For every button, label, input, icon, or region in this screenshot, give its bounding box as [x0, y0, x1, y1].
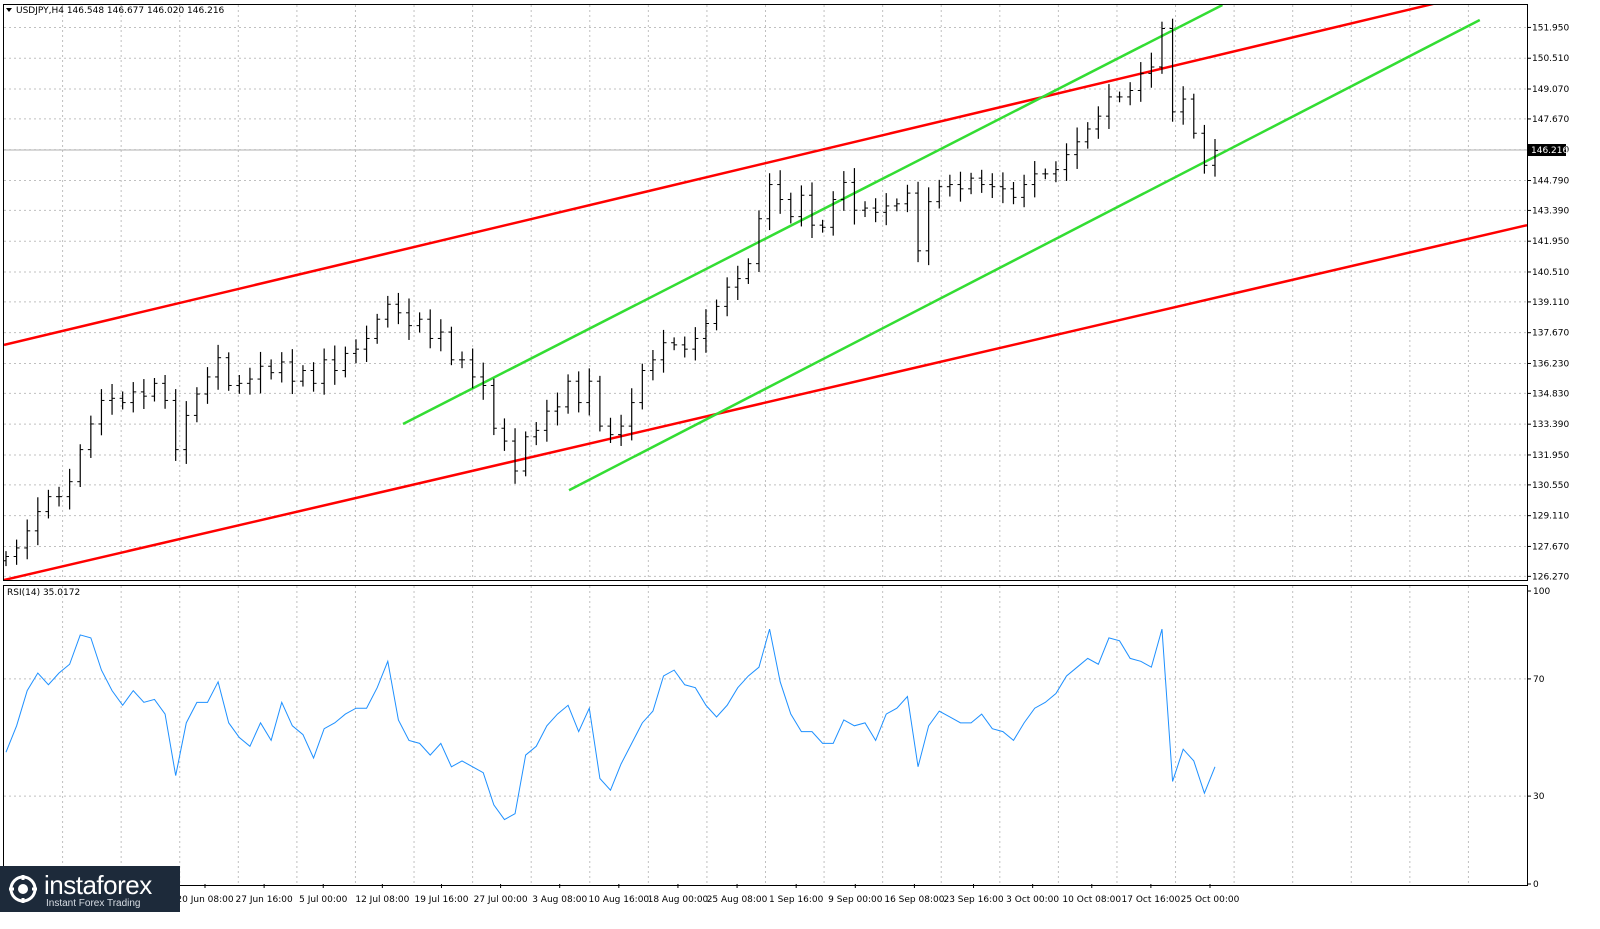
time-tick-label: 10 Oct 08:00: [1062, 895, 1121, 905]
time-axis: 20 Jun 08:00 27 Jun 16:00 5 Jul 00:00 12 Ju…: [176, 884, 1240, 905]
time-tick-label: 10 Aug 16:00: [588, 895, 649, 905]
time-tick-label: 25 Aug 08:00: [707, 895, 768, 905]
price-tick-label: 130.550: [1532, 481, 1569, 491]
time-tick-label: 23 Sep 16:00: [943, 895, 1003, 905]
price-tick-label: 136.230: [1532, 359, 1569, 369]
rsi-tick-label: 70: [1533, 675, 1545, 685]
price-axis: 151.950150.510149.070147.670146.230144.7…: [1527, 23, 1569, 582]
time-tick-label: 27 Jul 00:00: [474, 895, 528, 905]
last-price-label: 146.216: [1531, 146, 1568, 156]
time-tick-label: 3 Oct 00:00: [1006, 895, 1059, 905]
price-tick-label: 149.070: [1532, 85, 1569, 95]
red-channel-upper: [4, 5, 1434, 347]
main-chart-title: USDJPY,H4 146.548 146.677 146.020 146.21…: [16, 6, 225, 16]
green-channel-upper: [402, 5, 1223, 426]
time-tick-label: 1 Sep 16:00: [769, 895, 824, 905]
rsi-grid: [4, 586, 1527, 884]
last-price-badge: [1528, 144, 1566, 157]
rsi-axis: 100 70 30 0: [1527, 587, 1550, 890]
time-tick-label: 17 Oct 16:00: [1122, 895, 1181, 905]
price-tick-label: 141.950: [1532, 237, 1569, 247]
time-tick-label: 12 Jul 08:00: [355, 895, 409, 905]
time-tick-label: 5 Jul 00:00: [299, 895, 348, 905]
time-tick-label: 27 Jun 16:00: [236, 895, 293, 905]
rsi-panel: [3, 585, 1528, 886]
price-tick-label: 129.110: [1532, 512, 1569, 522]
main-grid: [4, 5, 1527, 580]
time-tick-label: 18 Aug 00:00: [648, 895, 709, 905]
price-tick-label: 151.950: [1532, 23, 1569, 33]
price-tick-label: 139.110: [1532, 298, 1569, 308]
instaforex-logo-icon: [9, 875, 37, 903]
trendlines: [4, 5, 1527, 580]
price-tick-label: 126.270: [1532, 572, 1569, 582]
red-channel-lower: [4, 223, 1527, 580]
logo-brand-text: instaforex: [44, 870, 152, 900]
time-tick-label: 9 Sep 00:00: [828, 895, 883, 905]
rsi-tick-label: 30: [1533, 792, 1545, 802]
logo-tagline: Instant Forex Trading: [46, 898, 141, 909]
rsi-line: [5, 628, 1216, 821]
rsi-title: RSI(14) 35.0172: [7, 588, 80, 598]
time-tick-label: 16 Sep 08:00: [884, 895, 944, 905]
price-tick-label: 150.510: [1532, 54, 1569, 64]
price-bars: [3, 18, 1218, 567]
time-tick-label: 20 Jun 08:00: [176, 895, 233, 905]
instaforex-logo: instaforex Instant Forex Trading: [0, 866, 180, 912]
green-channel-lower: [568, 18, 1481, 492]
price-tick-label: 147.670: [1532, 115, 1569, 125]
rsi-tick-label: 0: [1533, 880, 1539, 890]
rsi-tick-label: 100: [1533, 587, 1550, 597]
price-tick-label: 144.790: [1532, 176, 1569, 186]
time-tick-label: 19 Jul 16:00: [414, 895, 468, 905]
price-tick-label: 140.510: [1532, 268, 1569, 278]
price-tick-label: 134.830: [1532, 389, 1569, 399]
price-tick-label: 131.950: [1532, 451, 1569, 461]
rsi-series-line: [5, 628, 1216, 821]
price-tick-label: 127.670: [1532, 542, 1569, 552]
time-tick-label: 3 Aug 08:00: [532, 895, 587, 905]
price-tick-label: 137.670: [1532, 329, 1569, 339]
price-tick-label: 133.390: [1532, 420, 1569, 430]
time-tick-label: 25 Oct 00:00: [1181, 895, 1240, 905]
collapse-triangle-icon[interactable]: [6, 8, 12, 12]
price-tick-label: 143.390: [1532, 206, 1569, 216]
